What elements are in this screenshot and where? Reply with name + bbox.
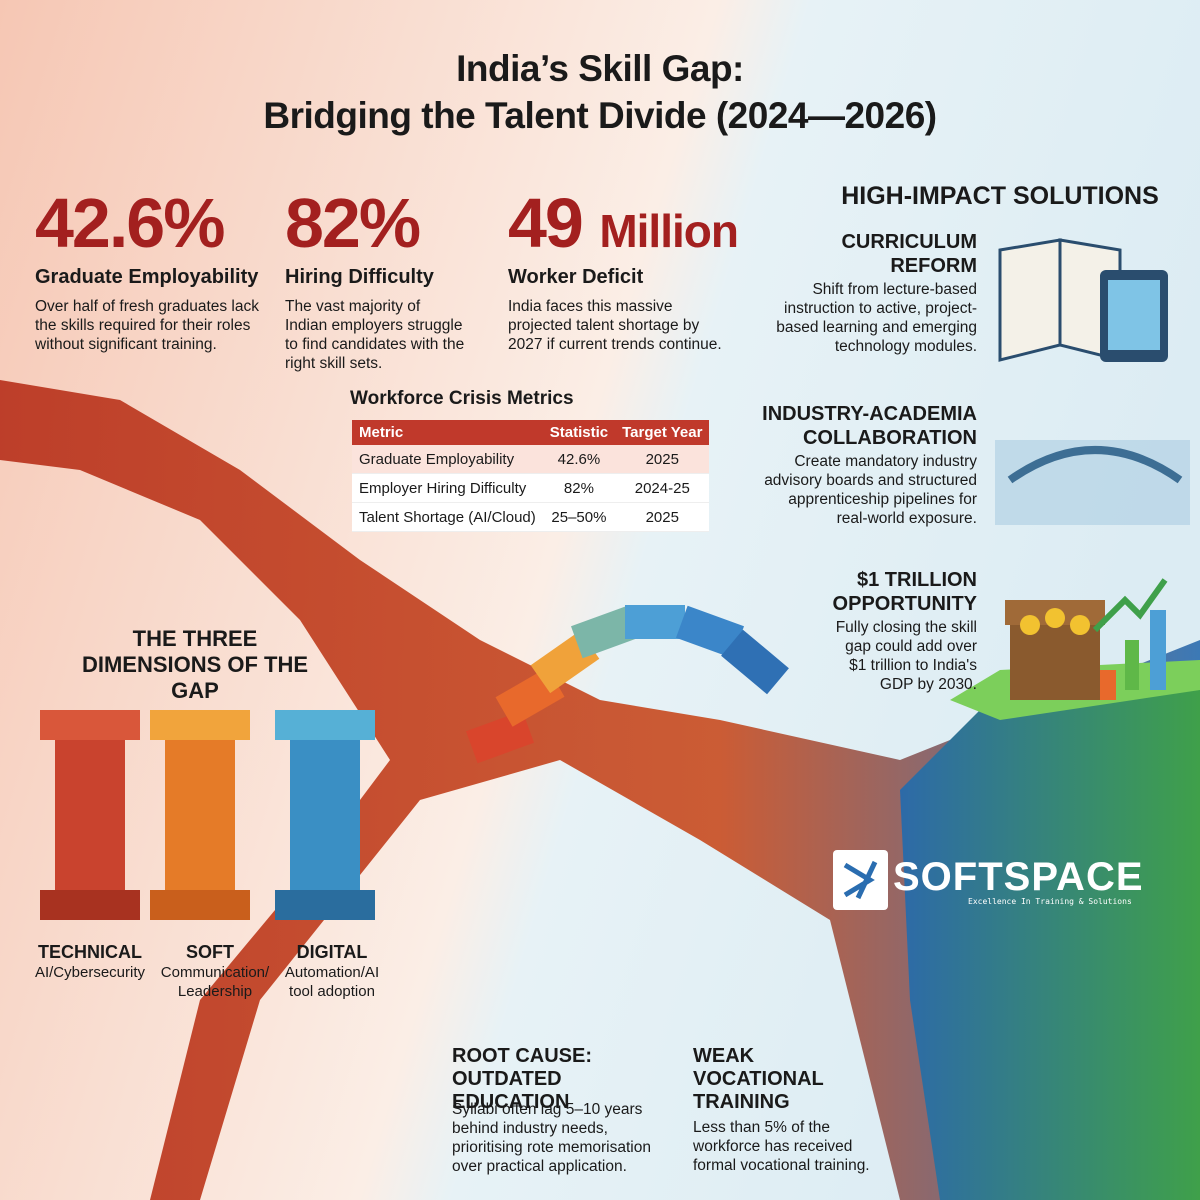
pillars <box>40 710 375 920</box>
stat-text: The vast majority of Indian employers st… <box>285 298 465 372</box>
cell: 2024-25 <box>615 473 710 503</box>
pillar-name: DIGITAL <box>296 942 368 962</box>
solution-title: INDUSTRY-ACADEMIA COLLABORATION <box>762 403 977 449</box>
cause-title: ROOT CAUSE: OUTDATED EDUCATION <box>452 1045 592 1113</box>
cause-text: Less than 5% of the workforce has receiv… <box>693 1119 870 1174</box>
cell: 2025 <box>615 445 710 474</box>
cell: Employer Hiring Difficulty <box>352 473 543 503</box>
solution-title: CURRICULUM REFORM <box>841 231 977 277</box>
right-cliff <box>900 660 1200 1200</box>
stat-label: Worker Deficit <box>508 266 644 288</box>
cell: 2025 <box>615 502 710 532</box>
solutions-heading: HIGH-IMPACT SOLUTIONS <box>841 182 1159 210</box>
logo-name: SOFTSPACE <box>893 855 1144 899</box>
bridge <box>465 605 789 764</box>
title-line: India’s Skill Gap: <box>456 48 744 89</box>
dimensions-title: THE THREE DIMENSIONS OF THE GAP <box>81 626 309 703</box>
table-title: Workforce Crisis Metrics <box>350 388 574 409</box>
pillar-desc: Communication/ Leadership <box>160 964 270 1000</box>
cell: 42.6% <box>542 445 616 474</box>
cause-text: Syllabi often lag 5–10 years behind indu… <box>452 1101 651 1175</box>
stat: 82% Hiring Difficulty The vast majority … <box>285 188 465 373</box>
chasm <box>0 380 1200 1200</box>
solution-text: Create mandatory industry advisory board… <box>764 453 977 527</box>
icons <box>995 238 1190 700</box>
cell: Graduate Employability <box>352 445 543 474</box>
logo-mark <box>833 850 888 910</box>
pillar-desc: Automation/AI tool adoption <box>284 964 380 1000</box>
cell: 25–50% <box>542 502 616 532</box>
stat-label: Hiring Difficulty <box>285 266 434 288</box>
table-header: Metric Statistic Target Year <box>352 420 710 445</box>
stat-unit: Million <box>599 205 739 257</box>
cell: Talent Shortage (AI/Cloud) <box>352 502 543 532</box>
header-cell: Target Year <box>615 420 710 445</box>
pillar-name: TECHNICAL <box>38 942 142 962</box>
pillar-desc: AI/Cybersecurity <box>34 964 146 981</box>
stat-value: 49 Million <box>508 188 739 258</box>
metrics-table: Metric Statistic Target Year Graduate Em… <box>352 420 710 532</box>
title-line: Bridging the Talent Divide (2024—2026) <box>263 95 937 136</box>
stat-text: India faces this massive projected talen… <box>508 298 722 353</box>
stat-value: 42.6% <box>35 184 225 262</box>
table-row: Talent Shortage (AI/Cloud) 25–50% 2025 <box>352 502 710 532</box>
logo-tagline: Excellence In Training & Solutions <box>968 897 1132 906</box>
table-row: Graduate Employability 42.6% 2025 <box>352 445 710 474</box>
solution-text: Shift from lecture-based instruction to … <box>776 281 977 355</box>
cause-title: WEAK VOCATIONAL TRAINING <box>693 1045 824 1113</box>
solution-text: Fully closing the skill gap could add ov… <box>835 619 977 693</box>
stat-label: Graduate Employability <box>35 266 259 288</box>
header-cell: Metric <box>352 420 543 445</box>
solution-title: $1 TRILLION OPPORTUNITY <box>832 569 977 615</box>
cell: 82% <box>542 473 616 503</box>
header-cell: Statistic <box>542 420 616 445</box>
stat-number: 49 <box>508 184 584 262</box>
table-row: Employer Hiring Difficulty 82% 2024-25 <box>352 473 710 503</box>
pillar-name: SOFT <box>186 942 234 962</box>
stat-text: Over half of fresh graduates lack the sk… <box>35 298 260 353</box>
stat: 42.6% Graduate Employability Over half o… <box>35 188 260 354</box>
stat-value: 82% <box>285 184 421 262</box>
stat: 49 Million Worker Deficit India faces th… <box>508 188 739 354</box>
